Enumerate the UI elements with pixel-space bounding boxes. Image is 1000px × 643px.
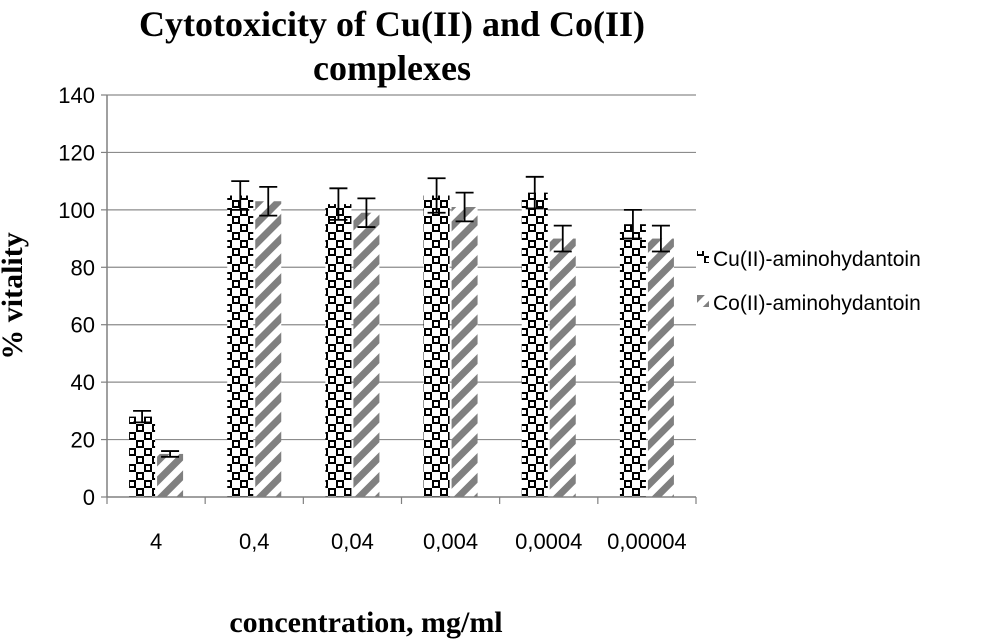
bar bbox=[255, 201, 282, 497]
bar bbox=[619, 224, 646, 497]
bar bbox=[227, 195, 254, 497]
chart-title-line-1: Cytotoxicity of Cu(II) and Co(II) bbox=[139, 4, 645, 44]
gridlines bbox=[101, 94, 697, 504]
y-tick-label: 100 bbox=[58, 198, 95, 223]
y-tick-label: 120 bbox=[58, 140, 95, 165]
legend-label-cu: Cu(II)-aminohydantoin bbox=[713, 248, 921, 271]
bar bbox=[325, 204, 352, 497]
bar bbox=[423, 195, 450, 497]
bar bbox=[157, 453, 184, 497]
bar bbox=[353, 212, 380, 497]
legend-swatch-co bbox=[697, 295, 709, 307]
bar bbox=[521, 192, 548, 497]
bar bbox=[451, 206, 478, 497]
y-tick-label: 140 bbox=[58, 83, 95, 108]
bar bbox=[129, 416, 156, 497]
bars bbox=[129, 192, 674, 498]
y-tick-label: 20 bbox=[71, 428, 95, 453]
legend-swatch-cu bbox=[697, 251, 709, 263]
x-tick-label: 0,04 bbox=[331, 529, 374, 554]
x-axis-tick-labels: 4 0,4 0,04 0,004 0,0004 0,00004 bbox=[150, 529, 687, 554]
x-tick-label: 0,00004 bbox=[607, 529, 687, 554]
y-tick-label: 60 bbox=[71, 313, 95, 338]
y-axis-tick-labels: 0 20 40 60 80 100 120 140 bbox=[58, 83, 95, 510]
chart-title-line-2: complexes bbox=[313, 48, 471, 88]
bar bbox=[549, 238, 576, 498]
x-tick-label: 0,004 bbox=[423, 529, 478, 554]
y-axis-title: % vitality bbox=[0, 232, 29, 360]
error-bars bbox=[133, 175, 670, 458]
x-tick-label: 0,4 bbox=[239, 529, 270, 554]
y-tick-label: 80 bbox=[71, 255, 95, 280]
y-tick-label: 0 bbox=[83, 485, 95, 510]
legend-label-co: Co(II)-aminohydantoin bbox=[713, 292, 921, 315]
bar bbox=[647, 238, 674, 498]
x-tick-label: 4 bbox=[150, 529, 162, 554]
y-tick-label: 40 bbox=[71, 370, 95, 395]
x-tick-label: 0,0004 bbox=[515, 529, 582, 554]
legend: Cu(II)-aminohydantoin Co(II)-aminohydant… bbox=[697, 248, 921, 315]
x-axis-title: concentration, mg/ml bbox=[229, 606, 502, 639]
